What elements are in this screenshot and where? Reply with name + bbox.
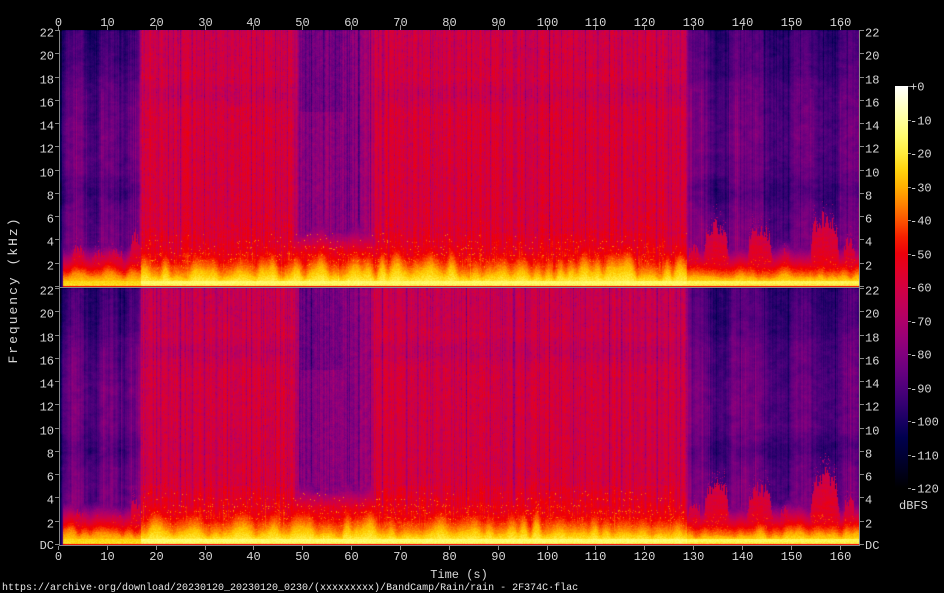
svg-text:10: 10 (40, 167, 54, 181)
svg-text:-30: -30 (910, 182, 932, 196)
svg-text:150: 150 (781, 550, 803, 564)
svg-text:140: 140 (732, 16, 754, 30)
svg-text:120: 120 (634, 550, 656, 564)
svg-text:18: 18 (865, 74, 879, 88)
svg-text:12: 12 (40, 401, 54, 415)
svg-text:-90: -90 (910, 383, 932, 397)
svg-text:DC: DC (40, 539, 54, 553)
svg-text:150: 150 (781, 16, 803, 30)
svg-text:10: 10 (40, 425, 54, 439)
svg-text:80: 80 (442, 550, 456, 564)
svg-text:16: 16 (40, 97, 54, 111)
svg-text:4: 4 (47, 494, 54, 508)
svg-text:22: 22 (865, 285, 879, 299)
svg-text:-110: -110 (910, 450, 939, 464)
svg-text:18: 18 (865, 332, 879, 346)
svg-text:16: 16 (40, 355, 54, 369)
svg-text:60: 60 (344, 16, 358, 30)
svg-text:30: 30 (198, 16, 212, 30)
svg-text:90: 90 (491, 550, 505, 564)
svg-text:8: 8 (47, 448, 54, 462)
svg-text:50: 50 (295, 550, 309, 564)
svg-text:10: 10 (865, 425, 879, 439)
svg-text:160: 160 (830, 16, 852, 30)
svg-text:160: 160 (830, 550, 852, 564)
svg-text:2: 2 (47, 260, 54, 274)
svg-text:22: 22 (40, 27, 54, 41)
svg-text:120: 120 (634, 16, 656, 30)
svg-text:Frequency (kHz): Frequency (kHz) (6, 216, 21, 363)
svg-text:4: 4 (865, 494, 872, 508)
svg-text:Time (s): Time (s) (430, 568, 488, 582)
svg-text:12: 12 (40, 143, 54, 157)
svg-text:20: 20 (865, 308, 879, 322)
svg-text:2: 2 (47, 518, 54, 532)
svg-text:140: 140 (732, 550, 754, 564)
svg-text:12: 12 (865, 401, 879, 415)
svg-text:30: 30 (198, 550, 212, 564)
svg-text:-40: -40 (910, 215, 932, 229)
svg-text:6: 6 (865, 213, 872, 227)
svg-text:60: 60 (344, 550, 358, 564)
svg-text:14: 14 (40, 378, 54, 392)
svg-text:0: 0 (55, 16, 62, 30)
svg-text:100: 100 (537, 550, 559, 564)
svg-text:dBFS: dBFS (899, 499, 928, 513)
svg-text:50: 50 (295, 16, 309, 30)
svg-text:10: 10 (100, 16, 114, 30)
svg-text:14: 14 (40, 120, 54, 134)
svg-text:6: 6 (47, 213, 54, 227)
svg-text:-10: -10 (910, 115, 932, 129)
svg-text:18: 18 (40, 74, 54, 88)
svg-text:10: 10 (100, 550, 114, 564)
svg-text:22: 22 (40, 285, 54, 299)
svg-text:-120: -120 (910, 483, 939, 497)
svg-text:-60: -60 (910, 282, 932, 296)
svg-text:0: 0 (55, 550, 62, 564)
svg-text:80: 80 (442, 16, 456, 30)
svg-text:20: 20 (40, 50, 54, 64)
svg-text:2: 2 (865, 260, 872, 274)
svg-text:20: 20 (40, 308, 54, 322)
svg-text:14: 14 (865, 120, 879, 134)
svg-text:18: 18 (40, 332, 54, 346)
svg-text:70: 70 (393, 550, 407, 564)
svg-text:12: 12 (865, 143, 879, 157)
svg-text:-80: -80 (910, 349, 932, 363)
svg-text:90: 90 (491, 16, 505, 30)
svg-text:4: 4 (47, 236, 54, 250)
svg-text:-100: -100 (910, 416, 939, 430)
svg-text:-50: -50 (910, 249, 932, 263)
svg-text:110: 110 (585, 550, 607, 564)
svg-text:8: 8 (47, 190, 54, 204)
svg-text:40: 40 (246, 16, 260, 30)
svg-text:8: 8 (865, 448, 872, 462)
svg-text:14: 14 (865, 378, 879, 392)
svg-text:https://archive·org/download/2: https://archive·org/download/20230120_20… (2, 582, 578, 593)
svg-text:-70: -70 (910, 316, 932, 330)
svg-text:70: 70 (393, 16, 407, 30)
svg-text:6: 6 (47, 471, 54, 485)
svg-text:20: 20 (149, 16, 163, 30)
svg-text:-20: -20 (910, 148, 932, 162)
svg-text:4: 4 (865, 236, 872, 250)
svg-text:16: 16 (865, 97, 879, 111)
svg-text:8: 8 (865, 190, 872, 204)
svg-text:40: 40 (246, 550, 260, 564)
svg-text:20: 20 (865, 50, 879, 64)
svg-text:DC: DC (865, 539, 879, 553)
svg-text:130: 130 (683, 16, 705, 30)
svg-text:130: 130 (683, 550, 705, 564)
svg-text:110: 110 (585, 16, 607, 30)
svg-text:16: 16 (865, 355, 879, 369)
svg-text:20: 20 (149, 550, 163, 564)
svg-text:+0: +0 (910, 81, 924, 95)
svg-text:2: 2 (865, 518, 872, 532)
svg-text:10: 10 (865, 167, 879, 181)
svg-text:22: 22 (865, 27, 879, 41)
svg-text:6: 6 (865, 471, 872, 485)
svg-text:100: 100 (537, 16, 559, 30)
